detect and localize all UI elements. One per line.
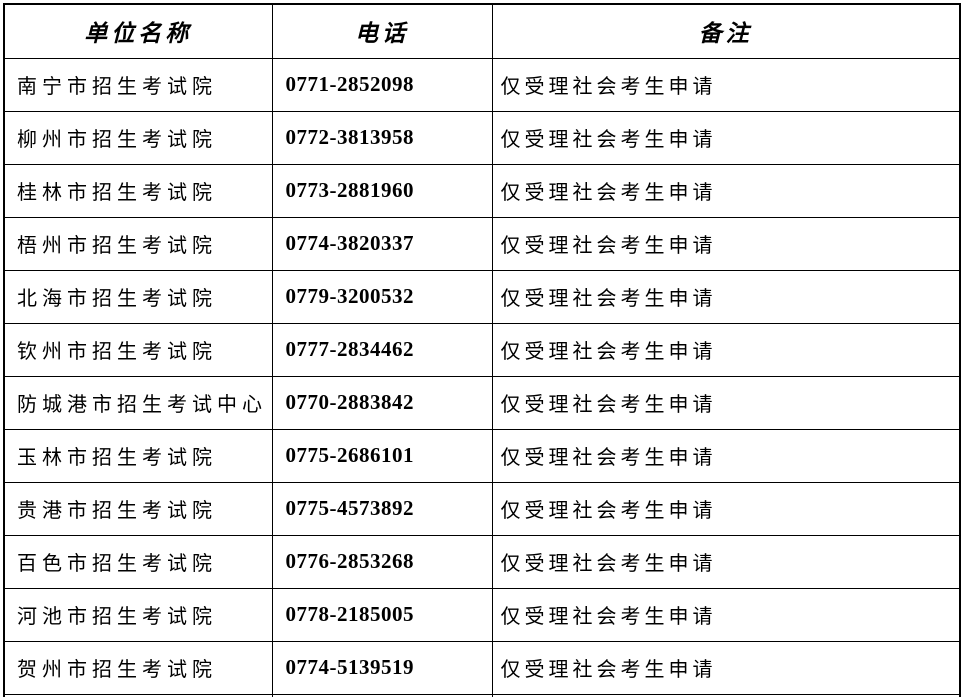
unit-name-cell: 南宁市招生考试院 xyxy=(3,57,273,112)
column-header-phone: 电话 xyxy=(271,3,493,59)
table-row: 北海市招生考试院 0779-3200532 仅受理社会考生申请 xyxy=(3,269,961,324)
table-body: 南宁市招生考试院 0771-2852098 仅受理社会考生申请 柳州市招生考试院… xyxy=(3,57,961,697)
column-header-unit: 单位名称 xyxy=(3,3,273,59)
phone-cell: 0770-2883842 xyxy=(271,375,493,430)
remark-cell: 仅受理社会考生申请 xyxy=(491,216,961,271)
table-row: 钦州市招生考试院 0777-2834462 仅受理社会考生申请 xyxy=(3,322,961,377)
unit-name-cell: 贵港市招生考试院 xyxy=(3,481,273,536)
table-row: 柳州市招生考试院 0772-3813958 仅受理社会考生申请 xyxy=(3,110,961,165)
phone-cell: 0778-2185005 xyxy=(271,587,493,642)
partial-row xyxy=(3,693,961,697)
table-row: 贺州市招生考试院 0774-5139519 仅受理社会考生申请 xyxy=(3,640,961,695)
remark-cell: 仅受理社会考生申请 xyxy=(491,428,961,483)
remark-cell xyxy=(491,693,961,697)
header-row: 单位名称 电话 备注 xyxy=(3,3,961,59)
remark-cell: 仅受理社会考生申请 xyxy=(491,57,961,112)
table-row: 贵港市招生考试院 0775-4573892 仅受理社会考生申请 xyxy=(3,481,961,536)
remark-cell: 仅受理社会考生申请 xyxy=(491,587,961,642)
unit-name-cell: 防城港市招生考试中心 xyxy=(3,375,273,430)
unit-name-cell: 玉林市招生考试院 xyxy=(3,428,273,483)
table-row: 玉林市招生考试院 0775-2686101 仅受理社会考生申请 xyxy=(3,428,961,483)
phone-cell: 0772-3813958 xyxy=(271,110,493,165)
unit-name-cell: 柳州市招生考试院 xyxy=(3,110,273,165)
remark-cell: 仅受理社会考生申请 xyxy=(491,534,961,589)
phone-cell: 0776-2853268 xyxy=(271,534,493,589)
unit-name-cell: 百色市招生考试院 xyxy=(3,534,273,589)
column-header-remark: 备注 xyxy=(491,3,961,59)
unit-name-cell: 钦州市招生考试院 xyxy=(3,322,273,377)
phone-cell: 0779-3200532 xyxy=(271,269,493,324)
unit-name-cell: 贺州市招生考试院 xyxy=(3,640,273,695)
remark-cell: 仅受理社会考生申请 xyxy=(491,640,961,695)
phone-cell: 0773-2881960 xyxy=(271,163,493,218)
table-row: 百色市招生考试院 0776-2853268 仅受理社会考生申请 xyxy=(3,534,961,589)
table-header: 单位名称 电话 备注 xyxy=(3,3,961,59)
remark-cell: 仅受理社会考生申请 xyxy=(491,269,961,324)
phone-directory-table: 单位名称 电话 备注 南宁市招生考试院 0771-2852098 仅受理社会考生… xyxy=(3,3,961,697)
phone-cell: 0774-5139519 xyxy=(271,640,493,695)
table-row: 桂林市招生考试院 0773-2881960 仅受理社会考生申请 xyxy=(3,163,961,218)
unit-name-cell: 梧州市招生考试院 xyxy=(3,216,273,271)
table-row: 南宁市招生考试院 0771-2852098 仅受理社会考生申请 xyxy=(3,57,961,112)
remark-cell: 仅受理社会考生申请 xyxy=(491,322,961,377)
remark-cell: 仅受理社会考生申请 xyxy=(491,375,961,430)
phone-cell: 0775-2686101 xyxy=(271,428,493,483)
phone-cell: 0777-2834462 xyxy=(271,322,493,377)
table-row: 防城港市招生考试中心 0770-2883842 仅受理社会考生申请 xyxy=(3,375,961,430)
table-row: 河池市招生考试院 0778-2185005 仅受理社会考生申请 xyxy=(3,587,961,642)
unit-name-cell: 河池市招生考试院 xyxy=(3,587,273,642)
remark-cell: 仅受理社会考生申请 xyxy=(491,481,961,536)
unit-name-cell: 桂林市招生考试院 xyxy=(3,163,273,218)
phone-cell: 0774-3820337 xyxy=(271,216,493,271)
phone-cell: 0771-2852098 xyxy=(271,57,493,112)
remark-cell: 仅受理社会考生申请 xyxy=(491,110,961,165)
table-row: 梧州市招生考试院 0774-3820337 仅受理社会考生申请 xyxy=(3,216,961,271)
remark-cell: 仅受理社会考生申请 xyxy=(491,163,961,218)
unit-name-cell: 北海市招生考试院 xyxy=(3,269,273,324)
phone-cell: 0775-4573892 xyxy=(271,481,493,536)
